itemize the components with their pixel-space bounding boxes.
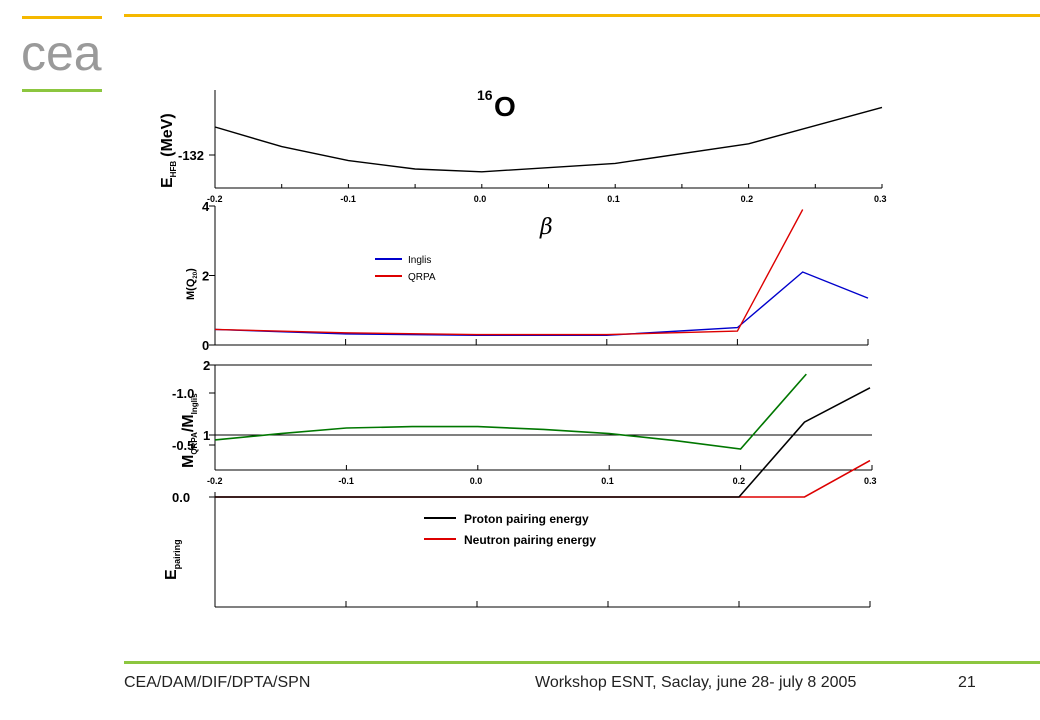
panel3-ytick-label: 2 — [203, 358, 210, 373]
legend-qrpa-label: QRPA — [408, 272, 436, 283]
svg-text:MQRPA/MInglis: MQRPA/MInglis — [180, 393, 199, 468]
panel1-xtick-label: 0.2 — [741, 194, 754, 204]
panel3-xtick-label: -0.2 — [207, 476, 223, 486]
beta-xlabel: β — [539, 215, 553, 240]
panel1-xtick-label: -0.1 — [340, 194, 356, 204]
logo-underline — [22, 89, 102, 92]
panel2-ylabel-sub: 20 — [193, 271, 199, 278]
top-accent-line — [124, 14, 1040, 17]
panel1-ylabel: EHFB (MeV) — [159, 113, 178, 188]
panel4-legend: Proton pairing energy Neutron pairing en… — [424, 512, 596, 547]
page-number: 21 — [958, 674, 976, 691]
neutron-pairing-line — [215, 459, 871, 498]
panel1-ylabel-main: E — [159, 177, 176, 188]
ratio-line — [214, 373, 807, 450]
panel3-ylabel: MQRPA/MInglis — [180, 393, 199, 468]
panel1-ylabel-unit: (MeV) — [159, 113, 176, 157]
proton-pairing-line — [215, 387, 871, 498]
panel3-xtick-label: 0.2 — [733, 476, 746, 486]
panel4-ytick-label: -1.0 — [172, 386, 194, 401]
panel4-ylabel-main: E — [163, 569, 180, 580]
legend-neutron-label: Neutron pairing energy — [464, 533, 596, 547]
panel1-xtick-label: 0.0 — [474, 194, 487, 204]
top-left-accent-line — [22, 16, 102, 19]
panel-ratio: -0.2 -0.1 0.0 0.1 0.2 0.3 2 1 MQRPA/MInglis — [180, 358, 877, 486]
footer-line — [124, 661, 1040, 664]
panel4-ytick-label: 0.0 — [172, 490, 190, 505]
svg-text:Epairing: Epairing — [163, 539, 182, 580]
panel3-ylabel-sub2: Inglis — [190, 393, 199, 414]
panel3-ylabel-mid: /M — [180, 414, 197, 432]
ehfb-line — [214, 106, 883, 173]
legend-inglis-label: Inglis — [408, 255, 431, 266]
svg-text:EHFB(MeV): EHFB (MeV) — [159, 113, 178, 188]
panel2-legend: Inglis QRPA — [375, 255, 436, 283]
panel1-xtick-label: -0.2 — [207, 194, 223, 204]
title-mass-number: 16 — [477, 87, 493, 103]
panel-ehfb: -0.2 -0.1 0.0 0.1 0.2 0.3 -132 16 O EHFB (MeV)… — [159, 87, 887, 240]
panel2-ytick-label: 0 — [202, 338, 209, 353]
panel3-ytick-label: 1 — [203, 428, 210, 443]
panel3-xtick-label: 0.3 — [864, 476, 877, 486]
panel2-ylabel: M(Q20) — [185, 268, 199, 300]
panel-pairing: 0.0 -0.5 -1.0 Proton pairing energy Neutro… — [163, 386, 871, 608]
svg-text:M(Q20): M(Q20) — [185, 268, 199, 300]
panel1-ytick-label: -132 — [178, 148, 204, 163]
panel2-ylabel-close: ) — [185, 268, 197, 272]
panel3-xtick-label: 0.1 — [601, 476, 614, 486]
qrpa-line — [214, 209, 804, 336]
panel1-title: 16 O — [477, 87, 516, 122]
cea-logo-text: cea — [21, 30, 102, 78]
legend-proton-label: Proton pairing energy — [464, 512, 589, 526]
panel4-ylabel: Epairing — [163, 539, 182, 580]
footer-event: Workshop ESNT, Saclay, june 28- july 8 2… — [535, 674, 857, 691]
inglis-line — [214, 271, 869, 336]
panel2-ylabel-main: M(Q — [185, 278, 197, 300]
title-element: O — [494, 91, 516, 122]
panel2-ytick-label: 2 — [202, 269, 209, 284]
footer-organization: CEA/DAM/DIF/DPTA/SPN — [124, 674, 311, 691]
panel3-xtick-label: 0.0 — [470, 476, 483, 486]
cea-logo: cea — [21, 30, 102, 78]
panel1-xtick-label: 0.3 — [874, 194, 887, 204]
panel-mass-parameter: 420 Inglis QRPA M(Q20) — [185, 199, 869, 353]
panel3-ylabel-main: M — [180, 455, 197, 468]
panel3-ylabel-sub: QRPA — [190, 432, 199, 455]
panel4-ylabel-sub: pairing — [172, 539, 182, 569]
panel3-xtick-label: -0.1 — [338, 476, 354, 486]
panel1-xtick-label: 0.1 — [607, 194, 620, 204]
panel4-ytick-label: -0.5 — [172, 438, 194, 453]
panel2-ytick-label: 4 — [202, 199, 210, 214]
panel1-ylabel-sub: HFB — [169, 161, 178, 178]
